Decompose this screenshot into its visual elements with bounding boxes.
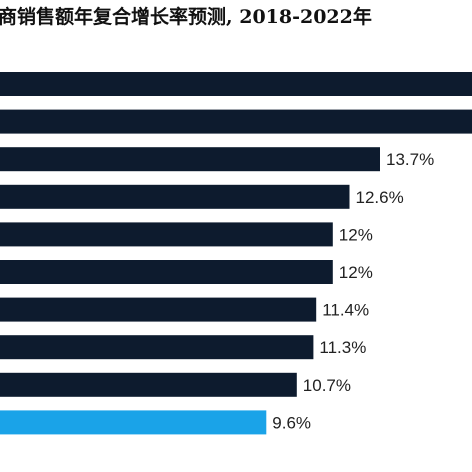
value-label-8: 10.7%: [303, 376, 351, 395]
value-label-9: 9.6%: [272, 413, 311, 432]
bar-1: [0, 109, 472, 134]
value-label-5: 12%: [339, 263, 373, 282]
value-label-7: 11.3%: [319, 338, 366, 357]
value-label-3: 12.6%: [356, 188, 404, 207]
bar-0: [0, 72, 472, 96]
chart-title: 商销售额年复合增长率预测, 2018-2022年: [0, 6, 372, 28]
bar-3: [0, 184, 350, 209]
bar-7: [0, 335, 314, 360]
bar-2: [0, 147, 380, 172]
bar-9: [0, 410, 267, 435]
bar-4: [0, 222, 333, 247]
value-label-2: 13.7%: [386, 150, 434, 169]
bar-5: [0, 260, 333, 284]
value-label-4: 12%: [339, 225, 373, 244]
value-label-6: 11.4%: [322, 301, 369, 320]
bar-8: [0, 372, 297, 397]
bar-6: [0, 297, 317, 322]
